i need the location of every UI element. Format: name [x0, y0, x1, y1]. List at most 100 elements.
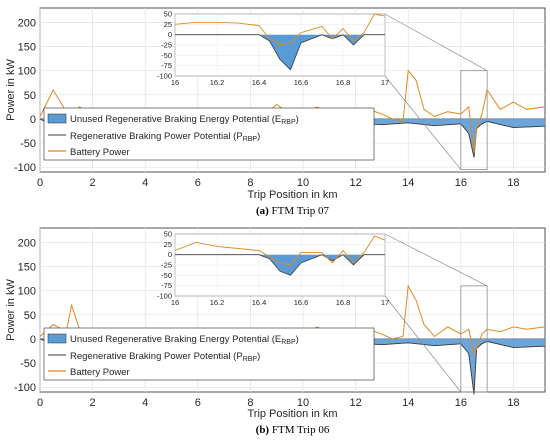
inset-y-tick-label: -75 [161, 61, 172, 70]
legend: Unused Regenerative Braking Energy Poten… [43, 107, 375, 161]
x-tick-label: 2 [90, 177, 96, 189]
x-tick-label: 6 [195, 177, 201, 189]
legend-label-potential: Regenerative Braking Power Potential (PR… [70, 351, 260, 363]
inset-x-tick-label: 16 [171, 298, 179, 307]
legend-subscript: RBP [281, 119, 296, 126]
inset-y-tick-label: -25 [161, 261, 172, 270]
inset-x-tick-label: 16.8 [336, 78, 351, 87]
inset-y-tick-label: -75 [161, 281, 172, 290]
y-tick-label: 0 [30, 334, 36, 346]
y-tick-label: 50 [24, 90, 36, 102]
x-tick-label: 8 [247, 397, 253, 409]
figure-caption: (b) FTM Trip 06 [256, 424, 330, 436]
legend-label-battery: Battery Power [70, 147, 130, 158]
x-tick-label: 16 [455, 397, 467, 409]
inset-y-tick-label: -100 [157, 292, 172, 301]
x-tick-label: 10 [297, 397, 309, 409]
legend-label-unused: Unused Regenerative Braking Energy Poten… [70, 114, 299, 126]
zoom-connector [384, 233, 488, 287]
y-tick-label: 200 [18, 17, 36, 29]
caption-text: FTM Trip 07 [269, 205, 330, 217]
inset-series-regen-potential [175, 34, 385, 71]
inset-x-tick-label: 16.4 [252, 298, 267, 307]
legend-swatch-unused [47, 113, 67, 124]
legend-box [43, 107, 375, 161]
inset-x-tick-label: 16.2 [210, 298, 225, 307]
x-tick-label: 18 [507, 177, 519, 189]
x-tick-label: 14 [402, 397, 414, 409]
legend-subscript: RBP [243, 356, 258, 363]
zoom-connector [384, 295, 462, 393]
y-tick-label: 0 [30, 114, 36, 126]
legend-label-potential: Regenerative Braking Power Potential (PR… [70, 131, 260, 143]
y-tick-label: -100 [14, 162, 36, 174]
x-tick-label: 14 [402, 177, 414, 189]
zoom-box [460, 285, 488, 393]
legend-subscript: RBP [243, 136, 258, 143]
inset-y-tick-label: -100 [157, 72, 172, 81]
caption-letter: (a) [256, 205, 269, 217]
legend-box [43, 327, 375, 381]
inset-x-tick-label: 16 [171, 78, 179, 87]
zoom-connector [384, 75, 462, 170]
zoom-connector [384, 13, 488, 72]
inset-y-tick-label: -50 [161, 51, 172, 60]
x-tick-label: 12 [350, 177, 362, 189]
inset-x-tick-label: 16.6 [294, 78, 309, 87]
y-tick-label: -50 [20, 358, 36, 370]
x-axis-label: Trip Position in km [247, 189, 337, 201]
inset-x-tick-label: 16.2 [210, 78, 225, 87]
legend-text: ) [296, 334, 299, 345]
y-tick-label: 100 [18, 66, 36, 78]
x-tick-label: 18 [507, 397, 519, 409]
x-tick-label: 0 [37, 397, 43, 409]
zoom-box [460, 70, 488, 170]
inset-y-tick-label: 25 [164, 240, 172, 249]
y-tick-label: -50 [20, 138, 36, 150]
x-tick-label: 6 [195, 397, 201, 409]
inset-x-tick-label: 16.8 [336, 298, 351, 307]
inset-unused-energy-area [175, 254, 385, 276]
legend-text: Regenerative Braking Power Potential (P [70, 351, 243, 362]
inset-y-tick-label: 50 [164, 230, 172, 239]
caption-letter: (b) [256, 424, 270, 436]
legend-subscript: RBP [281, 339, 296, 346]
caption-text: FTM Trip 06 [269, 424, 330, 436]
inset-series-battery-power [174, 13, 386, 46]
inset-y-tick-label: 25 [164, 20, 172, 29]
x-tick-label: 4 [142, 397, 148, 409]
inset-x-tick-label: 17 [381, 78, 389, 87]
y-tick-label: 200 [18, 237, 36, 249]
legend-label-unused: Unused Regenerative Braking Energy Poten… [70, 334, 299, 346]
inset-series-battery-power [174, 235, 386, 266]
figure-caption: (a) FTM Trip 07 [256, 205, 330, 217]
legend-text: ) [257, 131, 260, 142]
x-tick-label: 10 [297, 177, 309, 189]
x-tick-label: 12 [350, 397, 362, 409]
legend-text: ) [257, 351, 260, 362]
y-tick-label: 150 [18, 262, 36, 274]
inset-x-tick-label: 16.6 [294, 298, 309, 307]
inset-x-tick-label: 17 [381, 298, 389, 307]
y-axis-label: Power in kW [5, 59, 17, 121]
x-tick-label: 16 [455, 177, 467, 189]
legend-text: Regenerative Braking Power Potential (P [70, 131, 243, 142]
y-tick-label: 100 [18, 286, 36, 298]
y-axis-label: Power in kW [5, 279, 17, 341]
legend-label-battery: Battery Power [70, 367, 130, 378]
y-tick-label: 50 [24, 310, 36, 322]
legend-swatch-unused [47, 333, 67, 344]
y-tick-label: -100 [14, 382, 36, 394]
inset-series-regen-potential [175, 254, 385, 276]
inset-y-tick-label: -25 [161, 41, 172, 50]
x-tick-label: 4 [142, 177, 148, 189]
y-tick-label: 150 [18, 42, 36, 54]
inset-x-tick-label: 16.4 [252, 78, 267, 87]
inset-y-tick-label: -50 [161, 271, 172, 280]
legend-text: Unused Regenerative Braking Energy Poten… [70, 114, 281, 125]
